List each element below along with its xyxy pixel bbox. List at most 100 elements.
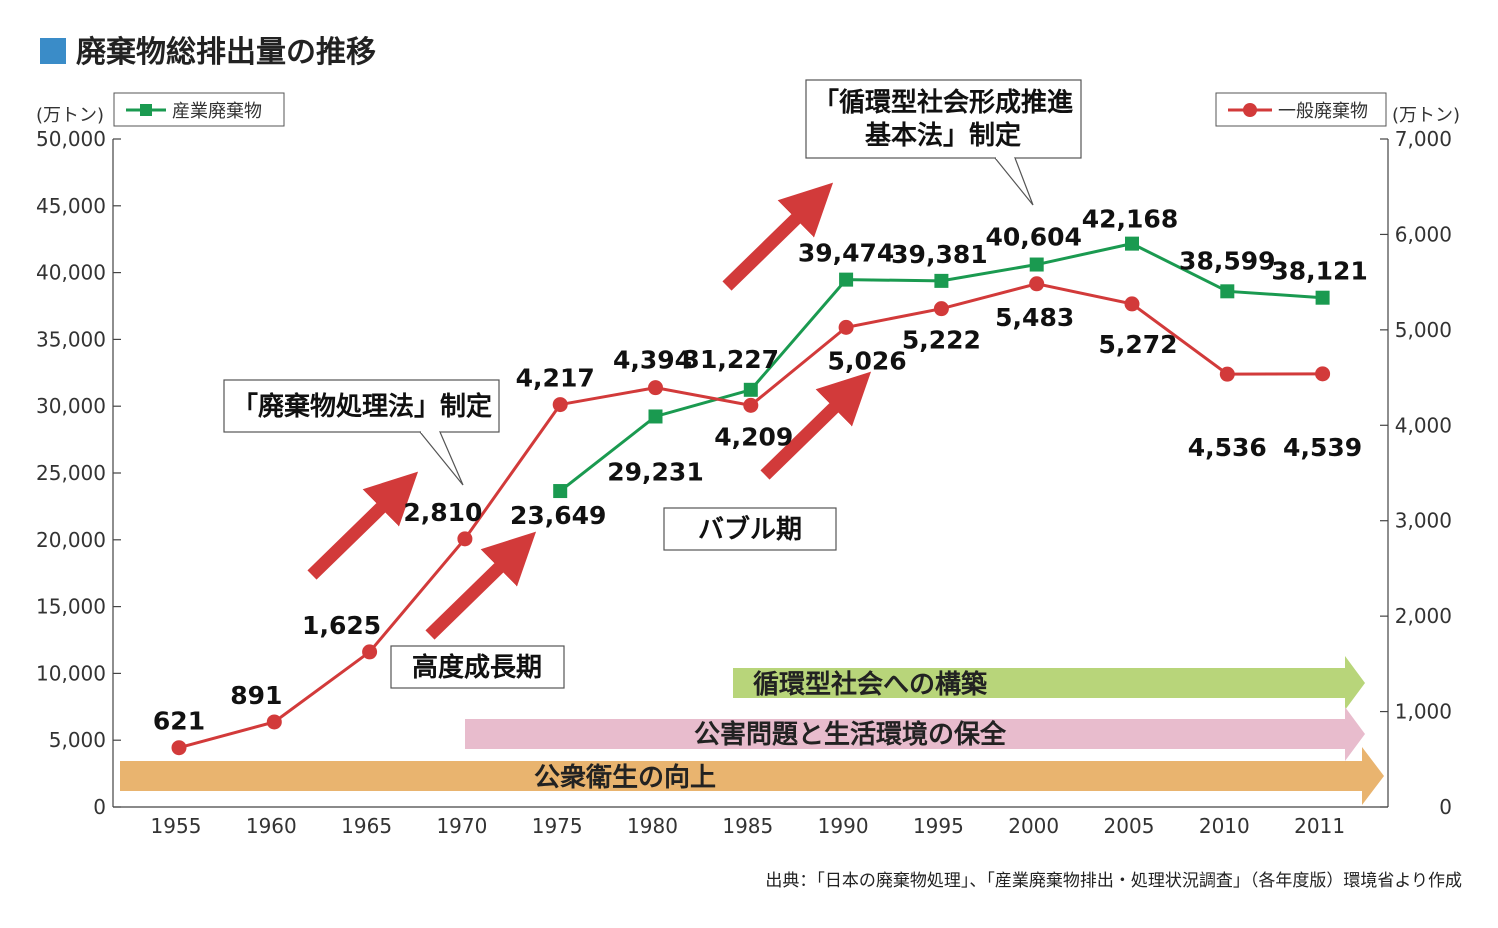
legend-general-marker <box>1243 103 1257 117</box>
general-data-point <box>362 644 378 660</box>
industrial-data-label: 38,599 <box>1179 246 1275 275</box>
legend-general: 一般廃棄物 <box>1215 92 1387 127</box>
y-right-tick-label: 1,000 <box>1395 700 1452 724</box>
band-public-health-label: 公衆衛生の向上 <box>534 762 716 793</box>
chart-title: 廃棄物総排出量の推移 <box>76 35 376 70</box>
annotation-law2-line1: 「循環型社会形成推進 <box>813 87 1073 118</box>
general-data-point <box>1124 296 1140 312</box>
y-right-tick-label: 3,000 <box>1395 509 1452 533</box>
general-data-point <box>1315 366 1331 382</box>
y-right-tick-label: 6,000 <box>1395 222 1452 246</box>
annotation-law2: 「循環型社会形成推進 基本法」制定 <box>805 79 1082 206</box>
industrial-data-point <box>743 382 758 397</box>
industrial-data-point <box>1315 290 1330 305</box>
general-data-label: 621 <box>153 707 205 736</box>
band-pollution-label: 公害問題と生活環境の保全 <box>694 719 1007 750</box>
general-data-label: 4,536 <box>1188 433 1267 462</box>
general-data-label: 5,222 <box>902 326 981 355</box>
y-left-tick-label: 25,000 <box>36 461 106 485</box>
annotation-growth-period-label: 高度成長期 <box>412 652 542 683</box>
growth-arrows <box>307 182 872 640</box>
industrial-data-label: 39,381 <box>891 240 987 269</box>
legend-industrial: 産業廃棄物 <box>113 92 285 127</box>
x-tick-label: 2000 <box>1008 814 1059 838</box>
general-data-point <box>838 319 854 335</box>
general-data-label: 1,625 <box>302 611 381 640</box>
period-bands: 循環型社会への構築 公害問題と生活環境の保全 公衆衛生の向上 <box>120 656 1384 805</box>
annotation-bubble-period-label: バブル期 <box>698 514 802 545</box>
annotation-bubble-period: バブル期 <box>663 507 837 551</box>
industrial-data-label: 40,604 <box>985 223 1081 252</box>
general-data-label: 4,539 <box>1283 433 1362 462</box>
y-right-tick-label: 2,000 <box>1395 604 1452 628</box>
industrial-data-point <box>1029 257 1044 272</box>
y-right-tick-label: 5,000 <box>1395 318 1452 342</box>
general-data-point <box>648 380 663 396</box>
x-tick-label: 1990 <box>818 814 869 838</box>
band-pollution: 公害問題と生活環境の保全 <box>465 707 1365 761</box>
band-public-health: 公衆衛生の向上 <box>120 747 1384 805</box>
x-tick-label: 1975 <box>532 814 583 838</box>
general-data-label: 2,810 <box>403 498 482 527</box>
x-tick-label: 1970 <box>436 814 487 838</box>
x-tick-label: 2011 <box>1294 814 1345 838</box>
band-recycling-society: 循環型社会への構築 <box>733 656 1365 710</box>
y-left-tick-label: 45,000 <box>36 194 106 218</box>
industrial-data-label: 38,121 <box>1271 257 1367 286</box>
growth-arrow-1 <box>307 471 419 580</box>
general-data-label: 891 <box>230 681 282 710</box>
general-data-point <box>266 714 282 730</box>
general-data-point <box>933 301 949 317</box>
source-note: 出典：「日本の廃棄物処理」、「産業廃棄物排出・処理状況調査」（各年度版）環境省よ… <box>765 871 1462 891</box>
y-left-tick-label: 5,000 <box>49 728 106 752</box>
general-data-label: 4,394 <box>613 346 692 375</box>
y-right-tick-label: 0 <box>1439 795 1452 819</box>
industrial-data-label: 42,168 <box>1082 205 1178 234</box>
growth-arrow-3 <box>722 182 834 291</box>
y-left-tick-label: 0 <box>93 795 106 819</box>
annotation-growth-period: 高度成長期 <box>390 645 565 689</box>
general-data-label: 4,217 <box>516 364 595 393</box>
industrial-data-point <box>648 409 663 424</box>
y-left-tick-label: 35,000 <box>36 327 106 351</box>
band-recycling-society-label: 循環型社会への構築 <box>753 669 988 700</box>
y-left-tick-label: 10,000 <box>36 661 106 685</box>
title-square-icon <box>40 38 66 64</box>
y-left-tick-label: 50,000 <box>36 127 106 151</box>
y-left-tick-label: 30,000 <box>36 394 106 418</box>
industrial-data-label: 29,231 <box>607 457 703 486</box>
industrial-data-point <box>1220 284 1235 299</box>
industrial-data-label: 23,649 <box>510 501 606 530</box>
industrial-data-point <box>839 272 854 287</box>
x-tick-label: 1985 <box>722 814 773 838</box>
y-left-tick-label: 15,000 <box>36 595 106 619</box>
general-data-label: 5,272 <box>1098 330 1177 359</box>
general-data-point <box>171 740 187 756</box>
legend-general-label: 一般廃棄物 <box>1278 101 1368 122</box>
annotation-law1: 「廃棄物処理法」制定 <box>223 379 500 486</box>
general-data-point <box>1219 366 1235 382</box>
growth-arrow-4 <box>760 371 872 480</box>
general-data-label: 5,026 <box>828 346 907 375</box>
general-data-point <box>1029 276 1045 292</box>
x-tick-label: 1995 <box>913 814 964 838</box>
y-right-tick-label: 7,000 <box>1395 127 1452 151</box>
y-right-unit: (万トン) <box>1392 105 1460 126</box>
industrial-data-label: 39,474 <box>798 239 894 268</box>
industrial-data-point <box>1125 236 1139 251</box>
x-tick-label: 2010 <box>1199 814 1250 838</box>
axes: 0 5,000 10,000 15,000 20,000 25,000 30,000 35,0… <box>36 127 1452 838</box>
annotation-law1-label: 「廃棄物処理法」制定 <box>232 391 492 422</box>
x-tick-label: 1965 <box>341 814 392 838</box>
industrial-data-point <box>934 273 949 288</box>
y-left-tick-label: 40,000 <box>36 261 106 285</box>
general-data-point <box>457 531 473 547</box>
x-tick-label: 1955 <box>151 814 202 838</box>
y-right-tick-label: 4,000 <box>1395 413 1452 437</box>
growth-arrow-2 <box>425 531 537 640</box>
x-tick-label: 1960 <box>246 814 297 838</box>
general-data-point <box>552 397 568 413</box>
